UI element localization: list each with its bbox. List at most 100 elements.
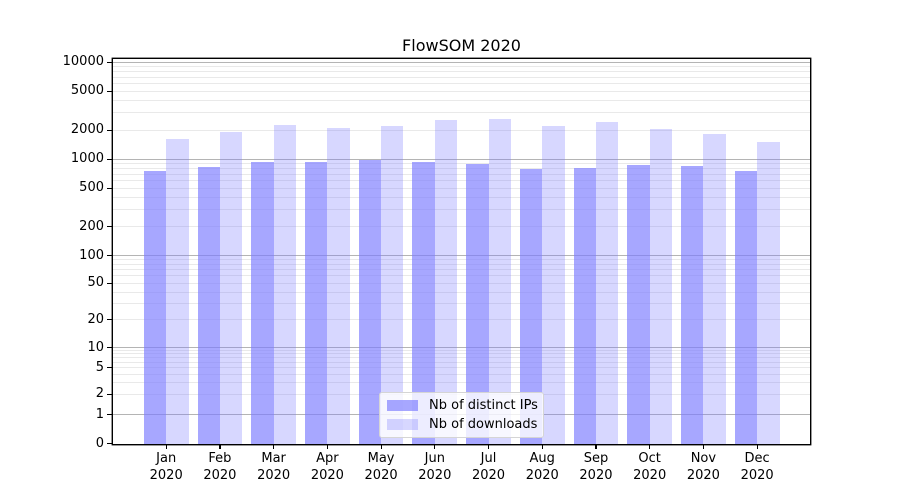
y-tick-label: 10000	[62, 54, 104, 70]
bar-distinct-ips	[573, 168, 596, 444]
bar-distinct-ips	[197, 167, 220, 444]
x-tick-label: Jun 2020	[418, 451, 452, 483]
y-tick-mark	[107, 187, 112, 189]
x-tick-label: Nov 2020	[686, 451, 720, 483]
gridline-minor	[113, 197, 810, 199]
gridline-minor	[113, 76, 810, 78]
y-tick-label: 1	[95, 406, 104, 422]
y-tick-mark	[107, 158, 112, 160]
gridline-minor	[113, 100, 810, 102]
y-tick-mark	[107, 347, 112, 349]
bar-downloads	[542, 125, 565, 444]
gridline-minor	[113, 350, 810, 352]
legend-swatch	[387, 418, 418, 430]
bar-downloads	[219, 132, 243, 444]
x-tick-label: Jul 2020	[471, 451, 506, 483]
bar-downloads	[595, 121, 619, 444]
gridline-major	[113, 61, 810, 63]
x-tick-mark	[165, 445, 167, 449]
y-tick-mark	[107, 319, 112, 321]
gridline-minor	[113, 173, 810, 175]
gridline-minor	[113, 319, 810, 321]
gridline-major	[113, 255, 810, 256]
y-tick-mark	[107, 393, 112, 396]
x-tick-mark	[219, 445, 221, 449]
gridline-minor	[113, 282, 810, 284]
gridline-minor	[113, 291, 810, 293]
x-tick-label: Feb 2020	[203, 451, 237, 483]
y-tick-mark	[107, 282, 112, 284]
bar-distinct-ips	[734, 171, 758, 444]
x-tick-label: Sep 2020	[579, 451, 613, 483]
legend-swatch	[387, 400, 418, 412]
bar-downloads	[434, 120, 458, 444]
x-tick-label: Dec 2020	[740, 451, 774, 483]
legend-label: Nb of downloads	[429, 416, 538, 432]
y-tick-label: 5	[95, 359, 104, 375]
bar-downloads	[273, 125, 297, 444]
y-tick-mark	[107, 90, 112, 93]
x-tick-mark	[702, 445, 705, 449]
y-tick-label: 1000	[70, 151, 104, 167]
bar-distinct-ips	[143, 171, 167, 444]
gridline-minor	[113, 226, 810, 227]
x-tick-label: Aug 2020	[525, 451, 559, 483]
x-tick-mark	[595, 445, 597, 449]
y-tick-mark	[107, 255, 112, 257]
x-tick-label: Jan 2020	[149, 451, 183, 483]
bar-distinct-ips	[358, 159, 382, 444]
gridline-minor	[113, 269, 810, 271]
gridline-minor	[113, 353, 810, 355]
gridline-minor	[113, 66, 810, 68]
legend-item: Nb of downloads	[387, 416, 538, 432]
chart-title: FlowSOM 2020	[402, 36, 521, 55]
x-tick-mark	[488, 445, 490, 449]
x-tick-label: Oct 2020	[633, 451, 667, 483]
y-tick-label: 500	[79, 180, 104, 196]
bar-distinct-ips	[627, 164, 650, 444]
x-tick-mark	[649, 445, 651, 449]
x-tick-mark	[326, 445, 329, 449]
gridline-minor	[113, 275, 810, 277]
y-tick-label: 0	[95, 435, 104, 451]
x-tick-mark	[273, 445, 275, 449]
bar-downloads	[381, 125, 404, 444]
x-tick-mark	[756, 445, 758, 449]
x-tick-label: Apr 2020	[310, 451, 344, 483]
gridline-minor	[113, 168, 810, 170]
y-tick-mark	[107, 226, 112, 228]
gridline-minor	[113, 373, 810, 375]
gridline-minor	[113, 382, 810, 384]
y-tick-label: 200	[79, 218, 104, 234]
gridline-minor	[113, 187, 810, 189]
gridline-minor	[113, 361, 810, 363]
gridline-minor	[113, 303, 810, 305]
gridline-minor	[113, 259, 810, 261]
bar-distinct-ips	[681, 166, 704, 444]
gridline-major	[113, 158, 810, 160]
gridline-minor	[113, 163, 810, 165]
legend-label: Nb of distinct IPs	[429, 398, 538, 414]
bar-distinct-ips	[466, 163, 489, 444]
gridline-minor	[113, 357, 810, 359]
y-tick-mark	[107, 129, 112, 131]
plot-area	[113, 59, 810, 444]
y-tick-mark	[107, 443, 112, 445]
gridline-minor	[113, 263, 810, 265]
y-tick-label: 50	[87, 275, 104, 291]
x-tick-label: May 2020	[364, 451, 398, 483]
x-tick-mark	[380, 445, 382, 449]
y-tick-label: 20	[87, 311, 104, 327]
y-tick-label: 10	[87, 339, 104, 355]
bar-downloads	[703, 133, 726, 444]
gridline-minor	[113, 90, 810, 92]
y-tick-label: 5000	[70, 83, 104, 99]
y-tick-mark	[107, 61, 112, 63]
bar-distinct-ips	[519, 169, 543, 444]
gridline-minor	[113, 83, 810, 85]
gridline-minor	[113, 71, 810, 73]
bar-distinct-ips	[304, 161, 328, 444]
bar-distinct-ips	[251, 161, 274, 444]
gridline-minor	[113, 367, 810, 369]
y-tick-mark	[107, 367, 112, 369]
